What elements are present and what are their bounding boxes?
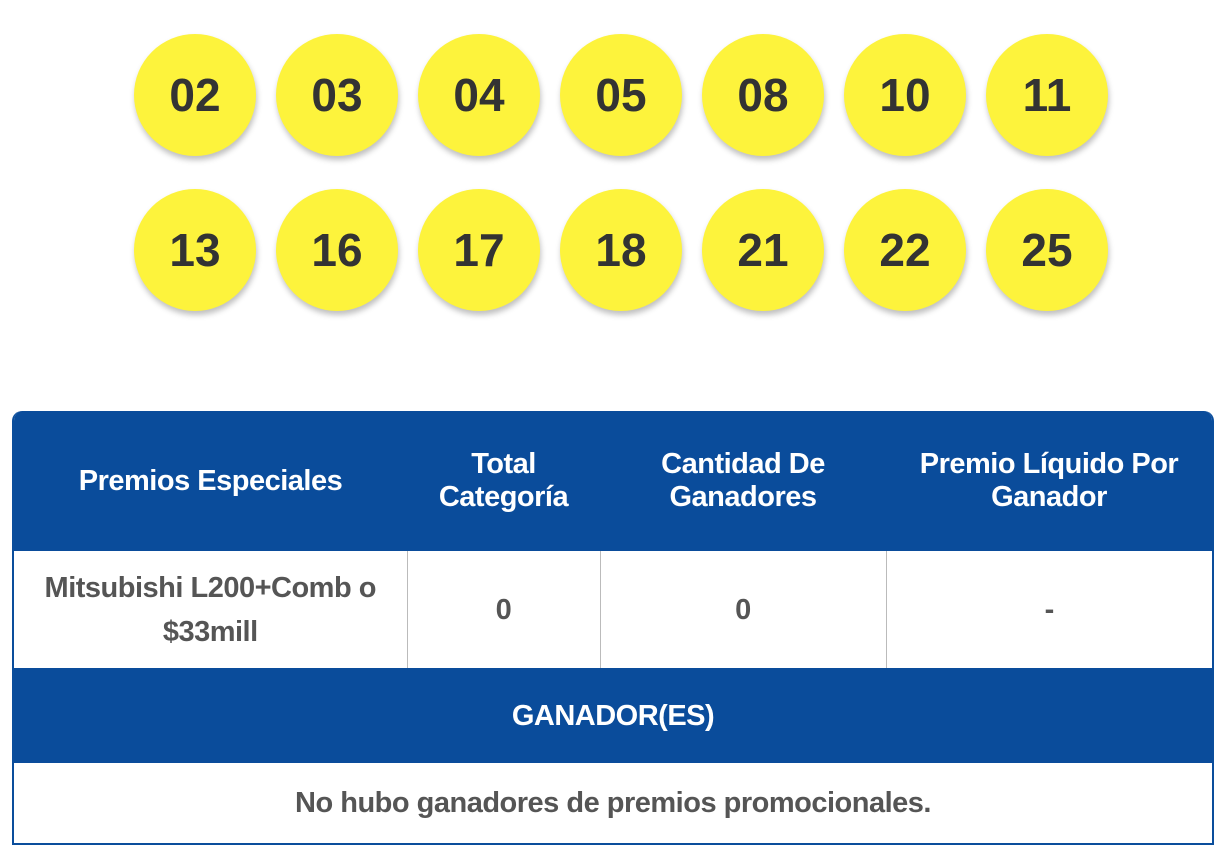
number-ball: 10 <box>844 34 966 156</box>
number-ball: 05 <box>560 34 682 156</box>
number-ball: 03 <box>276 34 398 156</box>
table-row: Mitsubishi L200+Comb o $33mill 0 0 - <box>14 551 1212 668</box>
winners-title: GANADOR(ES) <box>14 668 1212 763</box>
number-ball: 13 <box>134 189 256 311</box>
total-categoria: 0 <box>407 551 601 668</box>
winners-message: No hubo ganadores de premios promocional… <box>295 787 931 819</box>
prize-name: Mitsubishi L200+Comb o $33mill <box>14 551 408 668</box>
numbers-row-1: 02 03 04 05 08 10 11 <box>134 34 1124 156</box>
number-ball: 11 <box>986 34 1108 156</box>
premio-liquido: - <box>1044 593 1055 626</box>
special-prizes-table: Premios Especiales Total Categoría Canti… <box>12 411 1214 845</box>
number-ball: 17 <box>418 189 540 311</box>
number-ball: 22 <box>844 189 966 311</box>
number-ball: 25 <box>986 189 1108 311</box>
header-premio-liquido: Premio Líquido Por Ganador <box>886 411 1212 551</box>
header-premios-especiales: Premios Especiales <box>14 411 407 551</box>
number-ball: 08 <box>702 34 824 156</box>
number-ball: 18 <box>560 189 682 311</box>
number-ball: 21 <box>702 189 824 311</box>
number-ball: 04 <box>418 34 540 156</box>
drawn-numbers: 02 03 04 05 08 10 11 13 16 17 18 21 22 2… <box>134 34 1124 344</box>
table-header: Premios Especiales Total Categoría Canti… <box>14 411 1212 551</box>
number-ball: 02 <box>134 34 256 156</box>
header-total-categoria: Total Categoría <box>407 411 600 551</box>
numbers-row-2: 13 16 17 18 21 22 25 <box>134 189 1124 311</box>
number-ball: 16 <box>276 189 398 311</box>
header-cantidad-ganadores: Cantidad De Ganadores <box>600 411 886 551</box>
cantidad-ganadores: 0 <box>600 551 887 668</box>
